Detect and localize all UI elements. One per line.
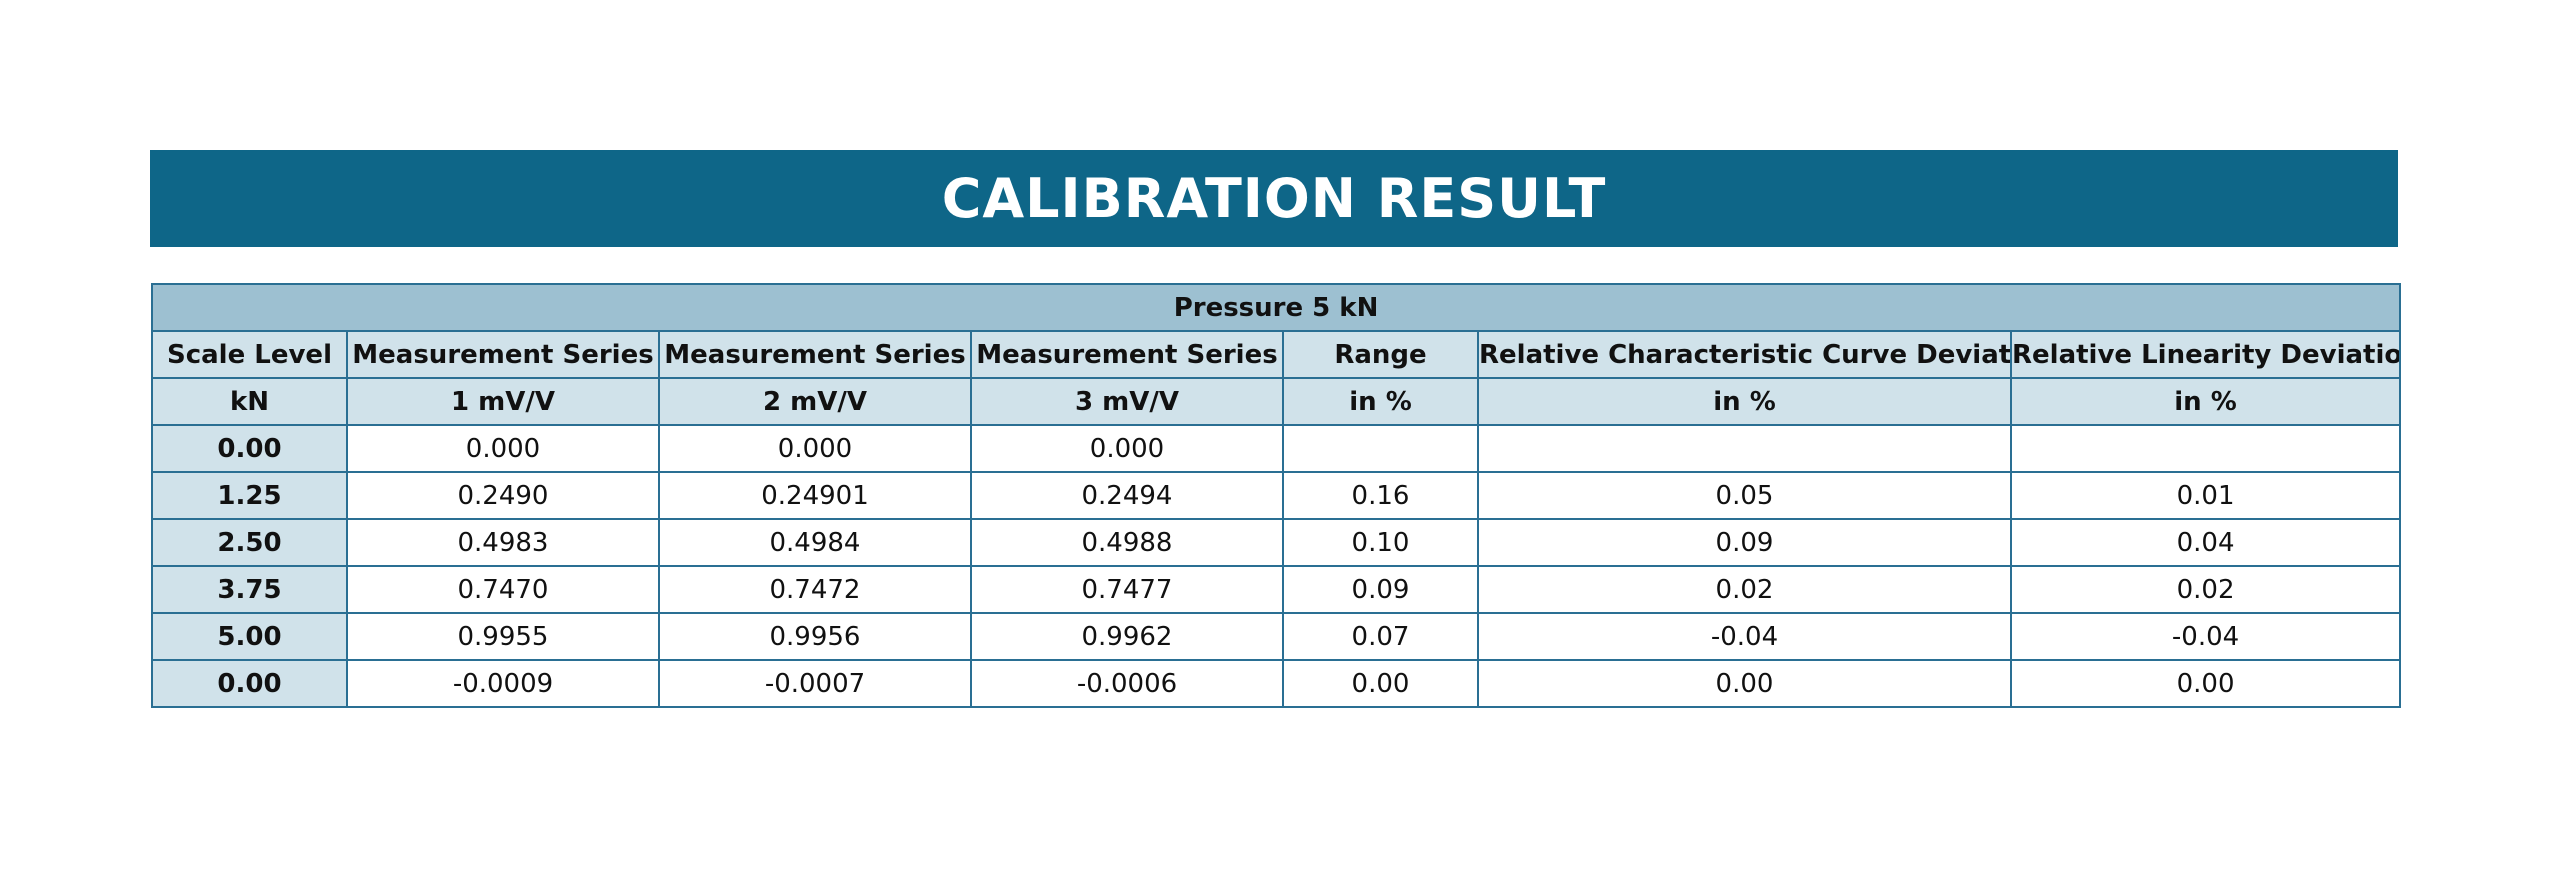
header-row: Scale Level Measurement Series Measurement… — [151, 330, 2402, 379]
caption-row: Pressure 5 kN — [150, 283, 2402, 332]
value-cell: 0.00 — [2009, 659, 2402, 708]
header-cell: Measurement Series — [970, 330, 1284, 379]
header-cell: Measurement Series — [346, 330, 660, 379]
value-cell: -0.0006 — [970, 659, 1284, 708]
value-cell: 0.4988 — [970, 518, 1284, 567]
calibration-table: Pressure 5 kN Scale Level Measurement Seri… — [150, 283, 2402, 708]
header-cell: Relative Characteristic Curve Deviation — [1477, 330, 2012, 379]
scale-level-cell: 2.50 — [151, 518, 348, 567]
value-cell: 0.09 — [1282, 565, 1479, 614]
header-row: kN 1 mV/V 2 mV/V 3 mV/V in % in % in % — [151, 377, 2402, 426]
header-cell: Range — [1282, 330, 1479, 379]
scale-level-cell: 0.00 — [151, 659, 348, 708]
header-cell: Measurement Series — [658, 330, 972, 379]
value-cell: 0.05 — [1477, 471, 2012, 520]
data-row: 5.00 0.9955 0.9956 0.9962 0.07 -0.04 -0.04 — [151, 612, 2402, 661]
header-cell: 1 mV/V — [346, 377, 660, 426]
value-cell: 0.02 — [2009, 565, 2402, 614]
header-cell: in % — [1282, 377, 1479, 426]
scale-level-cell: 3.75 — [151, 565, 348, 614]
value-cell: 0.2490 — [346, 471, 660, 520]
header-cell: in % — [1477, 377, 2012, 426]
header-cell: 3 mV/V — [970, 377, 1284, 426]
value-cell: 0.000 — [970, 424, 1284, 473]
value-cell: 0.000 — [658, 424, 972, 473]
scale-level-cell: 0.00 — [151, 424, 348, 473]
table-caption: Pressure 5 kN — [150, 283, 2402, 332]
value-cell: 0.9955 — [346, 612, 660, 661]
value-cell: 0.7470 — [346, 565, 660, 614]
value-cell: 0.04 — [2009, 518, 2402, 567]
empty-cell — [2009, 424, 2402, 473]
value-cell: 0.09 — [1477, 518, 2012, 567]
header-cell: in % — [2009, 377, 2402, 426]
value-cell: -0.0009 — [346, 659, 660, 708]
value-cell: 0.07 — [1282, 612, 1479, 661]
header-cell: 2 mV/V — [658, 377, 972, 426]
value-cell: 0.7472 — [658, 565, 972, 614]
value-cell: 0.000 — [346, 424, 660, 473]
value-cell: -0.0007 — [658, 659, 972, 708]
value-cell: 0.9962 — [970, 612, 1284, 661]
data-row: 0.00 0.000 0.000 0.000 — [151, 424, 2402, 473]
empty-cell — [1282, 424, 1479, 473]
value-cell: 0.16 — [1282, 471, 1479, 520]
value-cell: 0.4984 — [658, 518, 972, 567]
value-cell: 0.24901 — [658, 471, 972, 520]
data-row: 2.50 0.4983 0.4984 0.4988 0.10 0.09 0.04 — [151, 518, 2402, 567]
data-row: 3.75 0.7470 0.7472 0.7477 0.09 0.02 0.02 — [151, 565, 2402, 614]
data-row: 0.00 -0.0009 -0.0007 -0.0006 0.00 0.00 0.00 — [151, 659, 2402, 708]
value-cell: 0.4983 — [346, 518, 660, 567]
value-cell: 0.01 — [2009, 471, 2402, 520]
empty-cell — [1477, 424, 2012, 473]
value-cell: 0.7477 — [970, 565, 1284, 614]
scale-level-cell: 1.25 — [151, 471, 348, 520]
scale-level-cell: 5.00 — [151, 612, 348, 661]
title-bar: CALIBRATION RESULT — [150, 150, 2398, 247]
header-cell: Relative Linearity Deviation — [2009, 330, 2402, 379]
value-cell: 0.9956 — [658, 612, 972, 661]
value-cell: 0.2494 — [970, 471, 1284, 520]
value-cell: 0.02 — [1477, 565, 2012, 614]
value-cell: -0.04 — [2009, 612, 2402, 661]
value-cell: 0.00 — [1477, 659, 2012, 708]
header-cell: Scale Level — [151, 330, 348, 379]
header-cell: kN — [151, 377, 348, 426]
value-cell: -0.04 — [1477, 612, 2012, 661]
data-row: 1.25 0.2490 0.24901 0.2494 0.16 0.05 0.01 — [151, 471, 2402, 520]
value-cell: 0.00 — [1282, 659, 1479, 708]
value-cell: 0.10 — [1282, 518, 1479, 567]
